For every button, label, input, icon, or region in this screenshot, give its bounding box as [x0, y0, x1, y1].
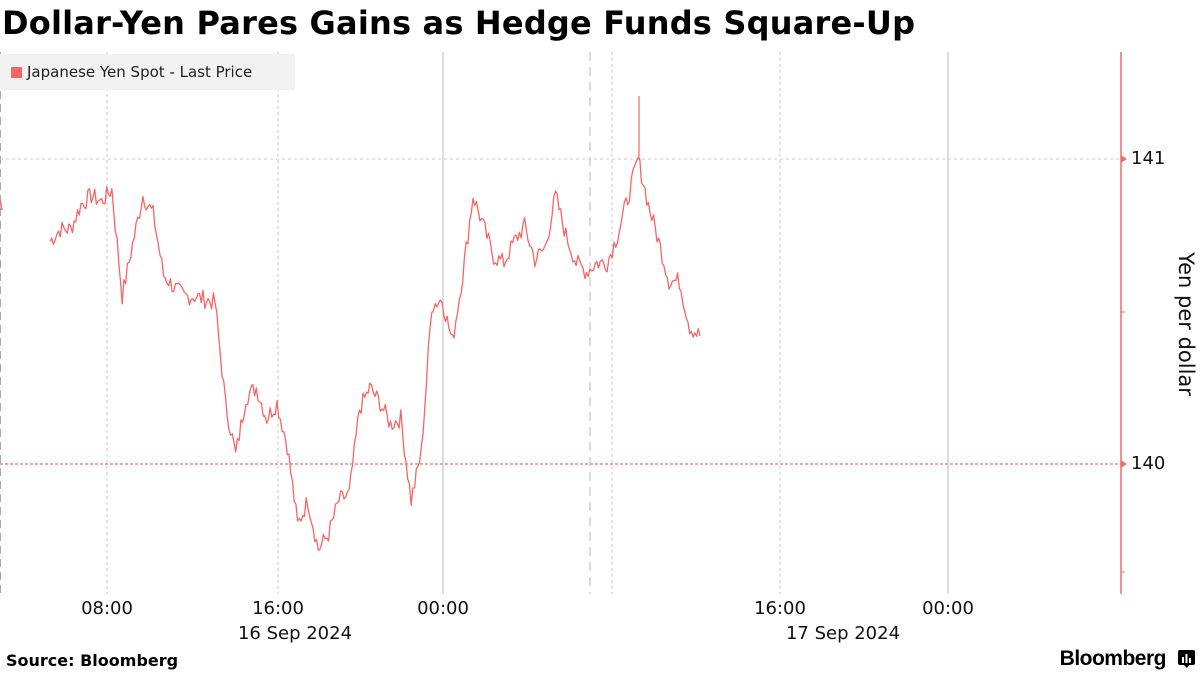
- chart-legend: Japanese Yen Spot - Last Price: [0, 54, 295, 90]
- price-line: [49, 157, 701, 552]
- y-tick-label: 141: [1131, 148, 1166, 169]
- bloomberg-chart-icon: [1178, 650, 1195, 668]
- x-tick-label: 00:00: [922, 598, 974, 619]
- y-axis-title: Yen per dollar: [1174, 252, 1198, 396]
- x-date-label: 16 Sep 2024: [237, 623, 353, 644]
- x-tick-label: 16:00: [252, 598, 304, 619]
- x-tick-label: 08:00: [81, 598, 133, 619]
- y-tick-label: 140: [1131, 453, 1166, 474]
- x-tick-label: 16:00: [754, 598, 806, 619]
- y-tick-141-marker: [1121, 155, 1127, 163]
- bloomberg-logo: Bloomberg: [1059, 647, 1167, 670]
- x-date-label: 17 Sep 2024: [785, 623, 901, 644]
- y-tick-140-marker: [1121, 460, 1127, 468]
- chart-title: Dollar-Yen Pares Gains as Hedge Funds Sq…: [2, 4, 916, 42]
- legend-swatch-icon: [11, 66, 22, 78]
- prior-close-marker: [0, 199, 3, 211]
- x-tick-label: 00:00: [417, 598, 469, 619]
- legend-label: Japanese Yen Spot - Last Price: [27, 63, 253, 81]
- source-note: Source: Bloomberg: [6, 651, 179, 670]
- price-line-series: [49, 96, 701, 552]
